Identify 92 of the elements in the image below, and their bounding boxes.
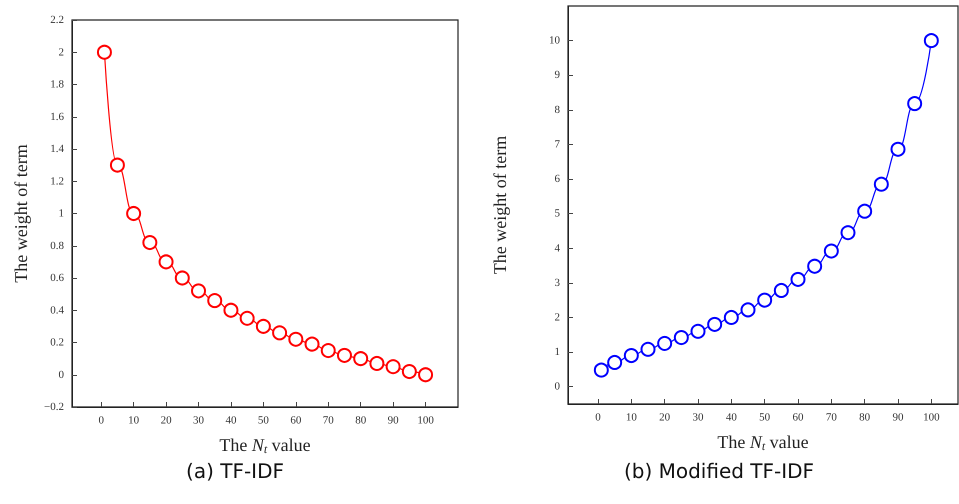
point <box>757 292 772 308</box>
point <box>824 244 839 259</box>
point <box>272 325 288 340</box>
point <box>874 176 889 192</box>
x-tick-label: 100 <box>923 412 940 424</box>
point <box>240 310 255 326</box>
point <box>207 293 222 308</box>
y-tick-label: 2.2 <box>50 14 64 26</box>
point <box>624 348 639 364</box>
y-tick-label: 1 <box>58 208 64 220</box>
point <box>96 44 112 60</box>
y-tick-label: 3 <box>554 276 560 289</box>
point <box>288 332 304 347</box>
x-tick-label: 70 <box>826 412 838 424</box>
point <box>304 336 320 352</box>
point <box>336 348 352 363</box>
text: (a) TF-IDF <box>186 459 284 483</box>
y-tick-label: 1.6 <box>50 110 64 123</box>
y-tick-label: 5 <box>554 208 560 220</box>
point <box>690 324 706 339</box>
point <box>353 351 368 366</box>
x-tick-label: 100 <box>417 414 434 426</box>
y-tick-label: 0.6 <box>50 272 64 284</box>
y-tick-label: 1.8 <box>50 78 64 90</box>
point <box>790 272 806 287</box>
y-tick-label: 0 <box>58 368 64 381</box>
x-tick-label: 60 <box>792 412 804 424</box>
point <box>126 206 142 221</box>
x-tick-label: 90 <box>892 412 904 424</box>
point <box>142 235 158 250</box>
point <box>418 367 434 382</box>
point <box>924 33 939 48</box>
y-tick-label: 7 <box>554 138 560 150</box>
x-tick-label: 20 <box>659 412 671 424</box>
y-tick-label: 2 <box>58 46 64 58</box>
point <box>386 359 401 374</box>
point <box>890 142 906 157</box>
y-tick-label: 9 <box>554 69 560 82</box>
x-tick-label: 90 <box>388 414 400 426</box>
y-tick-label: 1.2 <box>50 175 64 188</box>
point <box>256 318 271 334</box>
x-tick-label: 80 <box>859 412 871 424</box>
x-tick-label: 10 <box>626 412 638 424</box>
y-axis-title: The weight of term <box>11 144 31 283</box>
y-tick-label: 0.2 <box>50 336 64 348</box>
y-tick-label: 8 <box>554 104 560 116</box>
x-tick-label: 10 <box>128 414 140 426</box>
point <box>707 316 722 332</box>
point <box>174 270 190 286</box>
y-tick-label: 1.4 <box>50 143 64 155</box>
y-tick-label: −0.2 <box>44 401 64 413</box>
x-tick-label: 40 <box>225 414 237 426</box>
x-tick-label: 50 <box>759 412 771 424</box>
point <box>223 302 238 318</box>
x-tick-label: 50 <box>258 414 270 426</box>
point <box>158 254 174 270</box>
x-tick-label: 40 <box>726 412 738 424</box>
x-tick-label: 30 <box>692 412 704 424</box>
point <box>607 354 622 370</box>
point <box>840 225 856 240</box>
y-tick-label: 10 <box>549 34 560 47</box>
point <box>807 258 822 274</box>
y-tick-label: 0.4 <box>50 304 64 316</box>
point <box>657 336 672 351</box>
x-tick-label: 60 <box>290 414 302 426</box>
x-tick-label: 20 <box>160 414 172 426</box>
point <box>907 96 922 112</box>
y-tick-label: 1 <box>554 346 560 358</box>
point <box>857 204 872 219</box>
y-tick-label: 0.8 <box>50 240 64 252</box>
x-tick-label: 80 <box>355 414 367 426</box>
point <box>191 283 206 298</box>
point <box>594 362 609 378</box>
point <box>640 342 656 357</box>
x-tick-label: 0 <box>595 412 602 424</box>
point <box>369 356 384 371</box>
point <box>320 343 336 358</box>
x-tick-label: 30 <box>193 414 205 426</box>
point <box>674 330 689 346</box>
x-tick-label: 70 <box>322 414 334 426</box>
point <box>774 282 789 298</box>
y-tick-label: 2 <box>554 311 560 324</box>
text: (b) Modified TF-IDF <box>624 459 814 483</box>
point <box>110 158 125 173</box>
point <box>402 364 417 380</box>
y-tick-label: 6 <box>554 173 560 186</box>
y-tick-label: 4 <box>554 242 560 254</box>
y-tick-label: 0 <box>554 380 560 393</box>
point <box>740 302 756 318</box>
y-axis-title: The weight of term <box>490 136 510 274</box>
x-tick-label: 0 <box>98 414 104 426</box>
point <box>724 310 739 325</box>
